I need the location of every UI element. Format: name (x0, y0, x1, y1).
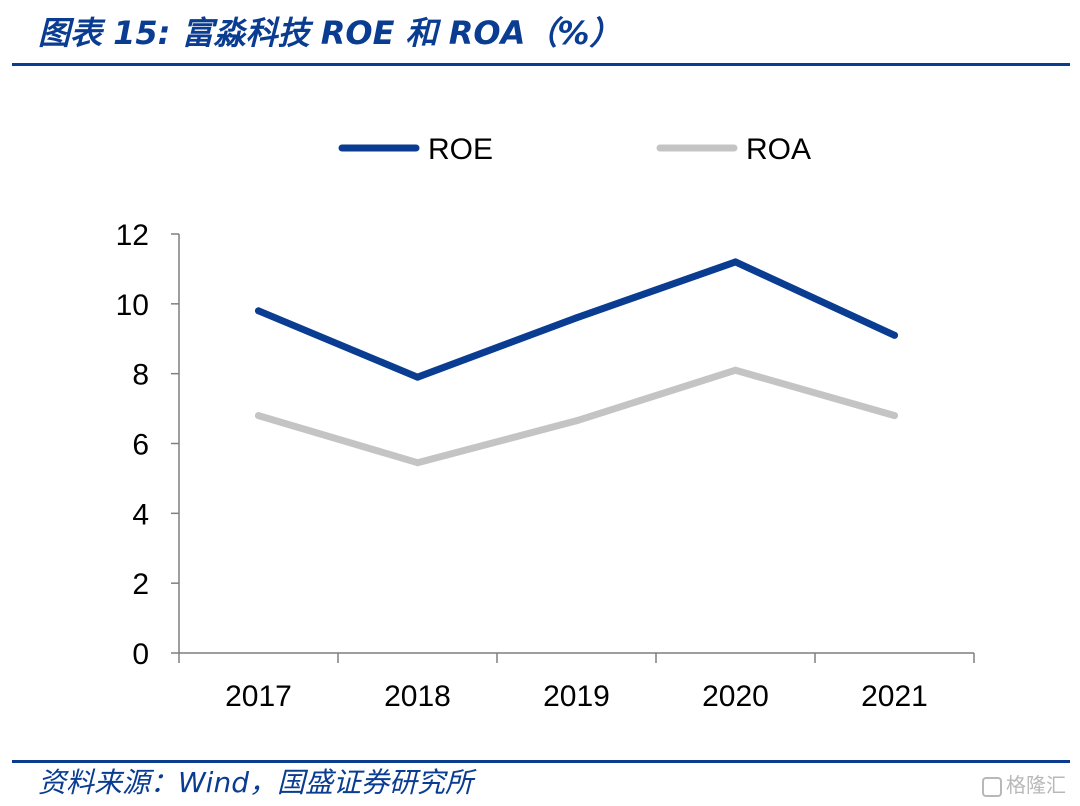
data-point-roe (891, 331, 898, 339)
watermark: 格隆汇 (982, 769, 1066, 798)
y-tick-label: 2 (132, 568, 149, 601)
source-note: 资料来源：Wind，国盛证券研究所 (38, 766, 473, 799)
chart-legend: ROE ROA (338, 133, 811, 166)
chart-axes: 0 2 4 6 8 10 12 2017 2018 2019 2020 2021 (116, 219, 975, 713)
data-point-roa (414, 459, 421, 467)
x-tick-label: 2018 (384, 680, 451, 713)
chart-series (255, 258, 898, 467)
watermark-logo-icon (982, 776, 1002, 797)
line-chart: ROE ROA 0 2 4 6 8 10 12 2017 2018 2019 2020 2021 (116, 133, 975, 713)
watermark-text: 格隆汇 (1006, 773, 1066, 797)
data-point-roe (255, 307, 262, 315)
x-tick-label: 2020 (702, 680, 769, 713)
data-point-roa (573, 417, 580, 425)
data-point-roe (573, 314, 580, 322)
title-divider (12, 63, 1070, 66)
legend-label-roa: ROA (746, 133, 811, 166)
x-tick-label: 2021 (861, 680, 928, 713)
x-tick-label: 2017 (225, 680, 292, 713)
data-point-roa (255, 412, 262, 420)
y-tick-label: 12 (116, 219, 149, 252)
data-point-roe (732, 258, 739, 266)
y-tick-label: 8 (132, 359, 149, 392)
data-point-roe (414, 373, 421, 381)
y-tick-label: 4 (132, 498, 149, 531)
data-point-roa (891, 412, 898, 420)
y-tick-label: 6 (132, 429, 149, 462)
x-tick-label: 2019 (543, 680, 610, 713)
y-tick-label: 0 (132, 638, 149, 671)
data-point-roa (732, 366, 739, 374)
series-line-roa (255, 366, 898, 467)
footer-divider (12, 760, 1070, 763)
y-tick-label: 10 (116, 289, 149, 322)
legend-label-roe: ROE (428, 133, 493, 166)
chart-title: 图表 15: 富淼科技 ROE 和 ROA（%） (38, 14, 622, 52)
